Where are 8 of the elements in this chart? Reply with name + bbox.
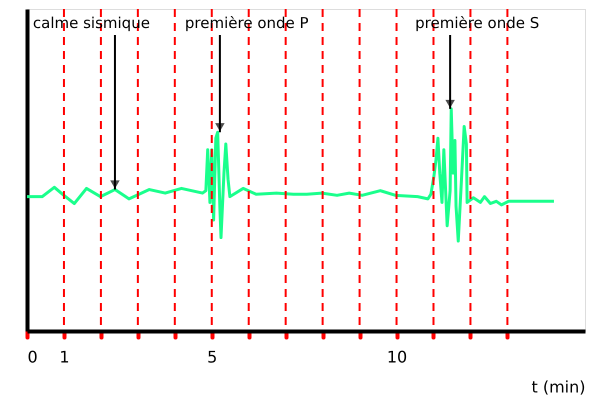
- annotation: première onde P: [184, 14, 309, 32]
- x-tick-label: 0: [28, 348, 38, 366]
- x-tick-label: 10: [386, 348, 408, 366]
- x-tick-label: 5: [207, 348, 218, 366]
- annotation: première onde S: [415, 14, 540, 32]
- x-axis-title: t (min): [531, 378, 586, 396]
- annotation: calme sismique: [32, 14, 150, 32]
- x-tick-label: 1: [59, 348, 70, 366]
